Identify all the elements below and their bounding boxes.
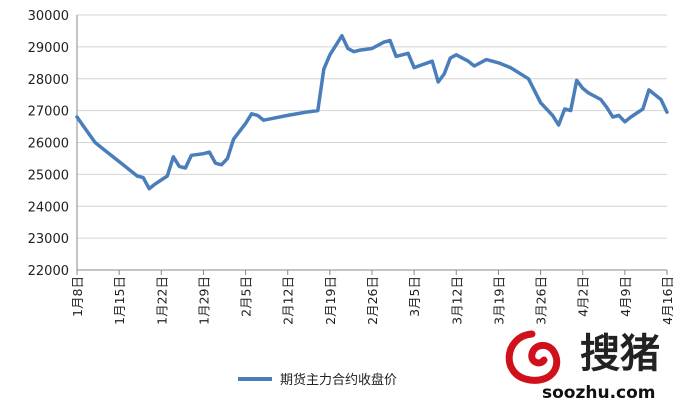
grid-lines <box>77 14 667 271</box>
swirl-logo-icon <box>505 330 561 384</box>
x-tick-label: 2月26日 <box>365 276 380 325</box>
x-tick-label: 1月8日 <box>70 276 85 317</box>
x-tick-label: 4月16日 <box>660 276 675 325</box>
x-tick-label: 1月29日 <box>196 276 211 325</box>
legend-label: 期货主力合约收盘价 <box>280 372 397 388</box>
y-tick-label: 25000 <box>28 168 69 183</box>
y-tick-label: 30000 <box>28 9 69 24</box>
x-tick-label: 1月22日 <box>154 276 169 325</box>
legend: 期货主力合约收盘价 <box>238 372 397 388</box>
x-tick-label: 3月26日 <box>534 276 549 325</box>
x-tick-label: 4月9日 <box>618 276 633 317</box>
y-tick-label: 27000 <box>28 105 69 120</box>
series-line <box>75 33 669 191</box>
y-tick-label: 24000 <box>28 200 69 215</box>
x-tick-label: 1月15日 <box>112 276 127 325</box>
watermark-url: soozhu.com <box>542 383 656 403</box>
x-tick-label: 2月5日 <box>239 276 254 317</box>
x-tick-label: 3月5日 <box>407 276 422 317</box>
y-tick-label: 26000 <box>28 137 69 152</box>
x-tick-label: 2月19日 <box>323 276 338 325</box>
x-tick-label: 4月2日 <box>576 276 591 317</box>
y-tick-label: 23000 <box>28 232 69 247</box>
y-tick-label: 22000 <box>28 264 69 279</box>
x-tick-label: 2月12日 <box>281 276 296 325</box>
y-axis-ticks: 22000 23000 24000 25000 26000 27000 28000 29000… <box>28 9 69 279</box>
x-axis-ticks: 1月8日 1月15日 1月22日 1月29日 2月5日 2月12日 2月19日 2月26日 3月… <box>70 270 675 325</box>
x-tick-label: 3月19日 <box>491 276 506 325</box>
y-tick-label: 29000 <box>28 41 69 56</box>
x-tick-label: 3月12日 <box>449 276 464 325</box>
y-tick-label: 28000 <box>28 73 69 88</box>
watermark-brand: 搜猪 <box>580 331 660 377</box>
watermark: 搜猪 soozhu.com <box>505 330 660 403</box>
